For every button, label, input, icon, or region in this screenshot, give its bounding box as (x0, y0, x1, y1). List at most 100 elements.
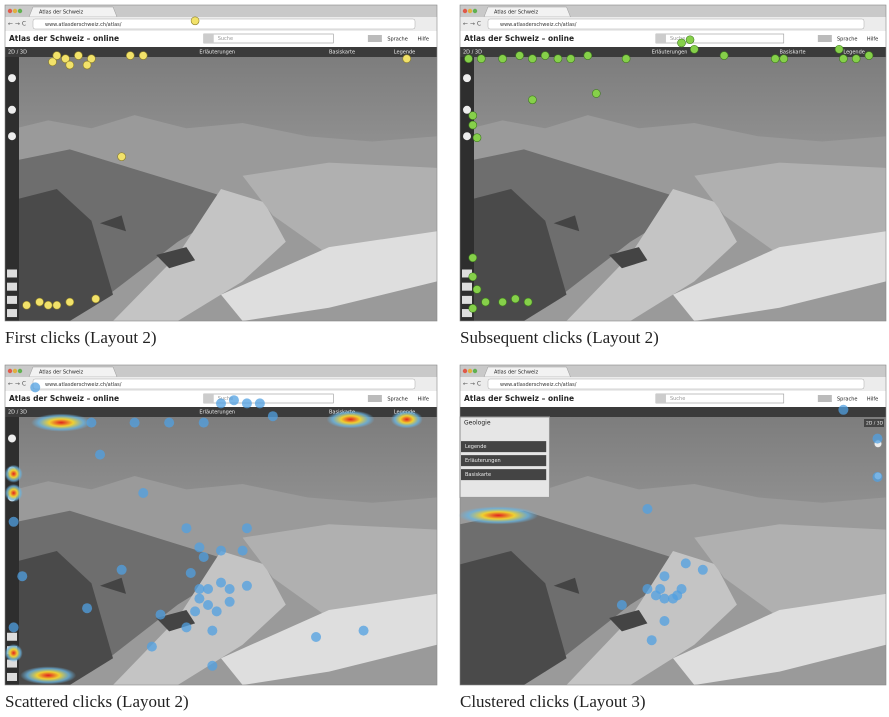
search-icon (204, 34, 214, 43)
menu-item[interactable]: Basiskarte (329, 50, 355, 56)
click-marker (225, 584, 235, 594)
click-marker (118, 153, 126, 161)
search-icon (656, 394, 666, 403)
url: www.atlasderschweiz.ch/atlas/ (45, 382, 122, 388)
click-marker (30, 382, 40, 392)
click-marker (66, 298, 74, 306)
click-marker (655, 584, 665, 594)
click-marker (181, 622, 191, 632)
click-marker (311, 632, 321, 642)
click-marker (499, 298, 507, 306)
click-marker (852, 55, 860, 63)
click-marker (524, 298, 532, 306)
heat-spot (458, 506, 538, 524)
tool-button[interactable] (463, 74, 471, 82)
dropdown-title[interactable]: Geologie (464, 420, 491, 427)
lang-button (368, 35, 382, 42)
tool-button[interactable] (7, 283, 17, 291)
click-marker (584, 52, 592, 60)
click-marker (242, 398, 252, 408)
click-marker (659, 594, 669, 604)
menu-item[interactable]: Legende (843, 50, 864, 56)
menu-item[interactable]: Erläuterungen (199, 410, 235, 416)
tool-button[interactable] (462, 296, 472, 304)
click-marker (147, 642, 157, 652)
click-marker (66, 61, 74, 69)
caption: Scattered clicks (Layout 2) (5, 692, 189, 711)
click-marker (181, 523, 191, 533)
click-marker (499, 55, 507, 63)
window-button (473, 369, 477, 373)
tool-button[interactable] (7, 633, 17, 641)
window-button (463, 9, 467, 13)
app-title: Atlas der Schweiz – online (9, 34, 119, 43)
window-button (463, 369, 467, 373)
menu-item[interactable]: Erläuterungen (652, 50, 688, 56)
tool-button[interactable] (7, 296, 17, 304)
menu-item[interactable]: Legende (394, 50, 415, 56)
click-marker (592, 89, 600, 97)
window-button (13, 9, 17, 13)
heat-spot (20, 666, 76, 684)
tool-button[interactable] (8, 434, 16, 442)
heat-spot (391, 410, 423, 428)
click-marker (82, 603, 92, 613)
click-marker (835, 45, 843, 53)
click-marker (720, 52, 728, 60)
click-marker (17, 571, 27, 581)
click-marker (473, 285, 481, 293)
click-marker (686, 36, 694, 44)
dropdown-label[interactable]: Legende (465, 444, 486, 450)
tool-button[interactable] (8, 106, 16, 114)
window-button (8, 9, 12, 13)
click-marker (839, 55, 847, 63)
menu-item: 2D / 3D (8, 410, 27, 416)
click-marker (238, 546, 248, 556)
search: Suche (218, 36, 233, 42)
tool-button[interactable] (7, 309, 17, 317)
click-marker (477, 55, 485, 63)
click-marker (216, 398, 226, 408)
click-marker (23, 301, 31, 309)
click-marker (199, 418, 209, 428)
click-marker (186, 568, 196, 578)
click-marker (138, 488, 148, 498)
heat-spot (31, 414, 91, 432)
tool-button[interactable] (463, 132, 471, 140)
window-button (468, 369, 472, 373)
click-marker (541, 52, 549, 60)
heat-spot (327, 410, 375, 428)
tool-button[interactable] (462, 283, 472, 291)
click-marker (130, 418, 140, 428)
tab-title: Atlas der Schweiz (39, 370, 83, 376)
dropdown-label[interactable]: Erläuterungen (465, 458, 501, 464)
url: www.atlasderschweiz.ch/atlas/ (45, 22, 122, 28)
click-marker (199, 552, 209, 562)
click-marker (194, 594, 204, 604)
dropdown-label[interactable]: Basiskarte (465, 472, 491, 478)
click-marker (511, 295, 519, 303)
menu-item[interactable]: Erläuterungen (199, 50, 235, 56)
window-button (8, 369, 12, 373)
click-marker (203, 584, 213, 594)
click-marker (567, 55, 575, 63)
click-marker (554, 55, 562, 63)
tool-button[interactable] (7, 673, 17, 681)
screenshot: Atlas der Schweiz← → Cwww.atlasderschwei… (458, 365, 886, 685)
tool-button[interactable] (8, 74, 16, 82)
click-marker (49, 58, 57, 66)
click-marker (268, 411, 278, 421)
click-marker (255, 398, 265, 408)
screenshot: Atlas der Schweiz← → Cwww.atlasderschwei… (460, 5, 886, 321)
tool-button[interactable] (8, 132, 16, 140)
click-marker (203, 600, 213, 610)
tab-title: Atlas der Schweiz (39, 10, 83, 16)
click-marker (44, 301, 52, 309)
tool-button[interactable] (7, 269, 17, 277)
click-marker (469, 112, 477, 120)
menu-bar (460, 407, 886, 417)
click-marker (473, 134, 481, 142)
menu-item: 2D / 3D (8, 50, 27, 56)
mode-label[interactable]: 2D / 3D (866, 421, 884, 427)
